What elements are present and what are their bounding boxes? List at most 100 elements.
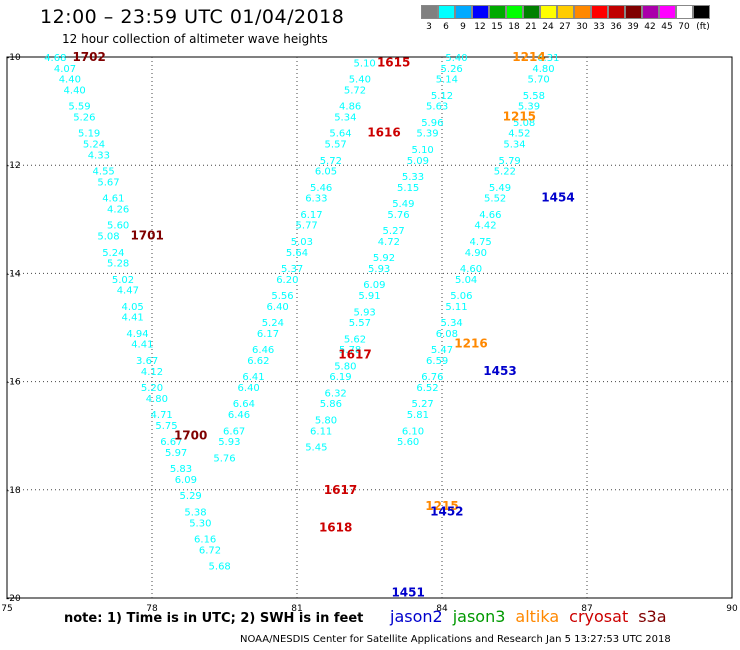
wave-height-label: 5.47 bbox=[431, 345, 453, 356]
color-swatch bbox=[557, 5, 574, 19]
wave-height-label: 6.46 bbox=[252, 345, 274, 356]
wave-height-label: 6.40 bbox=[267, 302, 289, 313]
wave-height-label: 5.93 bbox=[354, 307, 376, 318]
pass-time-marker: 1216 bbox=[454, 337, 487, 351]
color-scale-label: 70 bbox=[678, 22, 690, 32]
wave-height-label: 5.34 bbox=[503, 140, 525, 151]
wave-height-label: 5.02 bbox=[112, 275, 134, 286]
wave-height-label: 4.86 bbox=[339, 102, 361, 113]
wave-height-label: 4.90 bbox=[465, 248, 487, 259]
wave-height-label: 5.92 bbox=[373, 253, 395, 264]
footer-credit: NOAA/NESDIS Center for Satellite Applica… bbox=[240, 634, 671, 645]
wave-height-label: 5.08 bbox=[513, 118, 535, 129]
wave-height-label: 5.57 bbox=[349, 318, 371, 329]
color-scale-label: 36 bbox=[610, 22, 622, 32]
wave-height-label: 6.33 bbox=[305, 194, 327, 205]
satellite-legend: jason2 jason3 altika cryosat s3a bbox=[390, 607, 677, 626]
wave-height-label: 5.10 bbox=[412, 145, 434, 156]
wave-height-label: 4.52 bbox=[508, 129, 530, 140]
wave-height-label: 5.97 bbox=[165, 448, 187, 459]
wave-height-label: 4.41 bbox=[122, 313, 144, 324]
wave-height-label: 5.29 bbox=[180, 491, 202, 502]
y-tick-label: -18 bbox=[6, 486, 21, 496]
wave-height-label: 5.46 bbox=[310, 183, 332, 194]
wave-height-label: 5.24 bbox=[102, 248, 124, 259]
wave-height-label: 5.15 bbox=[397, 183, 419, 194]
wave-height-label: 4.72 bbox=[378, 237, 400, 248]
color-swatch bbox=[472, 5, 489, 19]
color-scale-swatches bbox=[421, 5, 710, 19]
wave-height-label: 4.71 bbox=[151, 410, 173, 421]
wave-height-label: 5.80 bbox=[334, 361, 356, 372]
color-scale-label: 12 bbox=[474, 22, 486, 32]
color-swatch bbox=[625, 5, 642, 19]
wave-height-label: 5.20 bbox=[141, 383, 163, 394]
y-tick-label: -12 bbox=[6, 161, 21, 171]
pass-time-marker: 1702 bbox=[72, 50, 105, 64]
pass-time-marker: 1616 bbox=[367, 126, 400, 140]
color-scale-label: 45 bbox=[661, 22, 673, 32]
wave-height-label: 5.60 bbox=[107, 221, 129, 232]
wave-height-label: 6.19 bbox=[329, 372, 351, 383]
wave-height-label: 5.49 bbox=[392, 199, 414, 210]
y-tick-label: -20 bbox=[6, 594, 21, 604]
color-scale-label: 3 bbox=[426, 22, 432, 32]
wave-height-label: 6.46 bbox=[228, 410, 250, 421]
color-swatch bbox=[608, 5, 625, 19]
pass-time-marker: 1618 bbox=[319, 521, 352, 535]
color-scale-labels: 3 6 9 12 15 18 21 24 27 30 33 36 39 42 45 70 (ft) bbox=[421, 22, 727, 34]
wave-height-label: 5.91 bbox=[358, 291, 380, 302]
pass-time-marker: 1453 bbox=[483, 364, 516, 378]
wave-height-label: 5.93 bbox=[368, 264, 390, 275]
pass-time-marker: 1214 bbox=[512, 50, 545, 64]
wave-height-label: 4.47 bbox=[117, 286, 139, 297]
legend-item-s3a: s3a bbox=[638, 607, 667, 626]
y-tick-label: -16 bbox=[6, 378, 21, 388]
color-swatch bbox=[455, 5, 472, 19]
wave-height-label: 5.39 bbox=[416, 129, 438, 140]
wave-height-label: 5.34 bbox=[441, 318, 463, 329]
wave-height-label: 6.11 bbox=[310, 426, 332, 437]
wave-height-label: 5.57 bbox=[325, 140, 347, 151]
wave-height-label: 5.59 bbox=[68, 102, 90, 113]
wave-height-label: 6.20 bbox=[276, 275, 298, 286]
wave-height-label: 4.40 bbox=[64, 85, 86, 96]
wave-height-label: 4.05 bbox=[122, 302, 144, 313]
pass-time-marker: 1215 bbox=[425, 499, 458, 513]
chart-subtitle: 12 hour collection of altimeter wave hei… bbox=[62, 32, 328, 46]
pass-time-marker: 1452 bbox=[430, 504, 463, 518]
wave-height-label: 5.76 bbox=[387, 210, 409, 221]
color-swatch bbox=[421, 5, 438, 19]
wave-height-label: 6.67 bbox=[223, 426, 245, 437]
color-swatch bbox=[693, 5, 710, 19]
wave-height-label: 5.27 bbox=[383, 226, 405, 237]
wave-height-label: 6.52 bbox=[416, 383, 438, 394]
color-scale-label: 30 bbox=[576, 22, 588, 32]
wave-height-label: 5.72 bbox=[344, 85, 366, 96]
wave-height-label: 5.68 bbox=[209, 562, 231, 573]
wave-height-label: 4.33 bbox=[88, 150, 110, 161]
wave-height-label: 4.80 bbox=[532, 64, 554, 75]
wave-height-label: 5.62 bbox=[344, 334, 366, 345]
wave-height-label: 4.55 bbox=[93, 167, 115, 178]
wave-height-label: 5.49 bbox=[489, 183, 511, 194]
color-scale-unit: (ft) bbox=[696, 22, 710, 32]
pass-time-marker: 1451 bbox=[391, 586, 424, 600]
wave-height-label: 5.34 bbox=[334, 113, 356, 124]
wave-height-label: 4.41 bbox=[131, 340, 153, 351]
wave-height-label: 6.17 bbox=[257, 329, 279, 340]
legend-item-cryosat: cryosat bbox=[569, 607, 629, 626]
wave-height-label: 5.06 bbox=[450, 291, 472, 302]
color-swatch bbox=[659, 5, 676, 19]
chart-title: 12:00 – 23:59 UTC 01/04/2018 bbox=[40, 6, 345, 28]
x-tick-label: 90 bbox=[726, 604, 738, 614]
wave-height-label: 5.39 bbox=[518, 102, 540, 113]
color-swatch bbox=[591, 5, 608, 19]
plot-frame bbox=[6, 56, 733, 599]
color-scale-label: 33 bbox=[593, 22, 605, 32]
y-tick-label: -14 bbox=[6, 269, 21, 279]
color-scale-label: 9 bbox=[460, 22, 466, 32]
wave-height-label: 6.32 bbox=[325, 388, 347, 399]
